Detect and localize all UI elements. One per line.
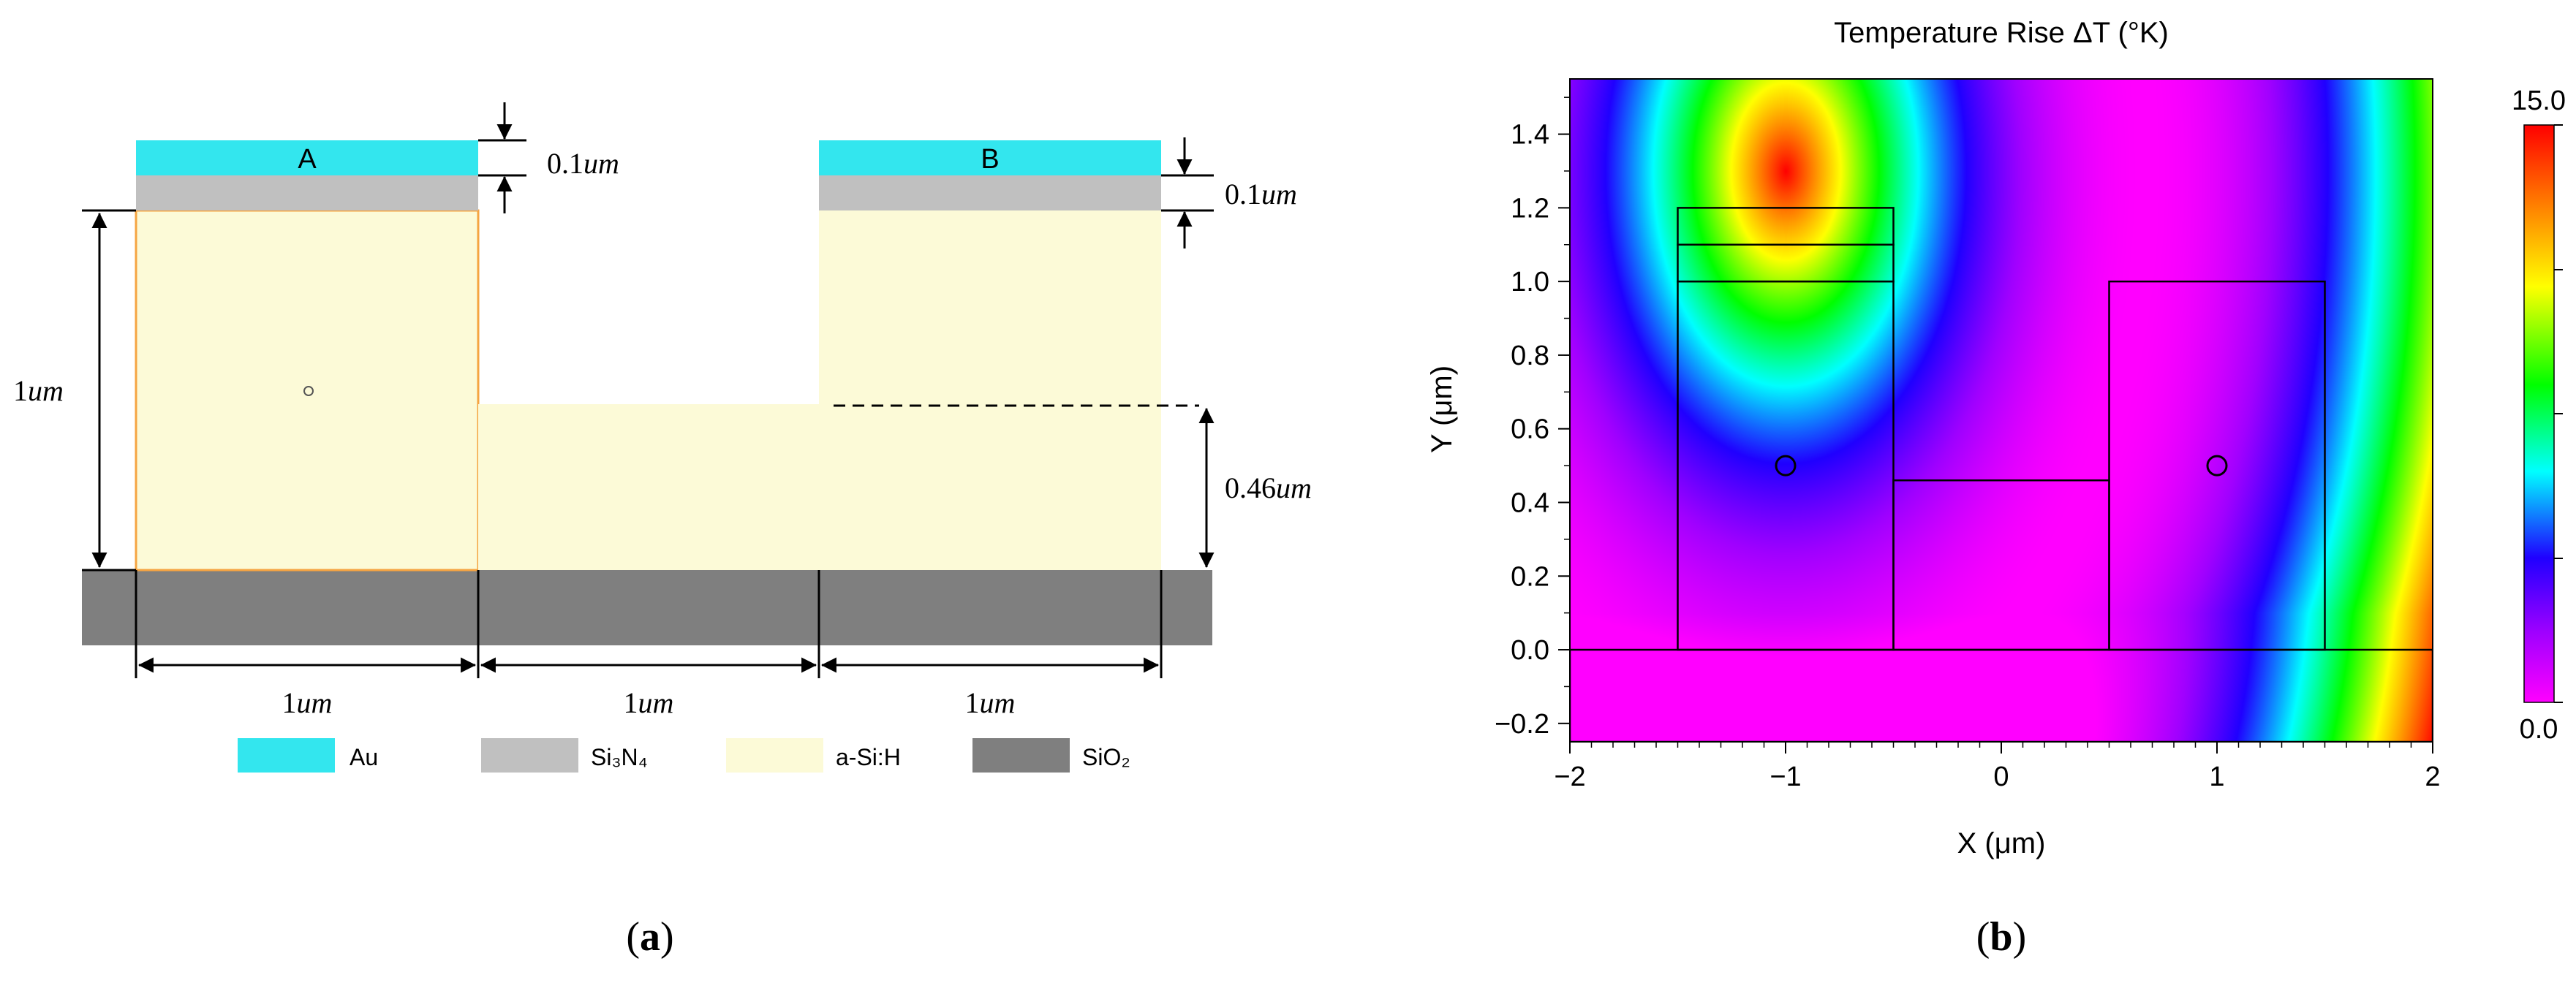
- height-indicator-left: [82, 209, 136, 572]
- x-tick-label: −1: [1769, 762, 1801, 792]
- recess-right-label: 0.46um: [1225, 471, 1312, 504]
- asih-pillar-a: [135, 209, 480, 572]
- panel-b-caption: (b): [1976, 914, 2026, 960]
- thickness-indicator-left: [478, 102, 526, 213]
- width-3-label: 1um: [965, 686, 1016, 719]
- panel-a-caption: (a): [626, 914, 673, 960]
- colorbar-max-label: 15.0: [2512, 86, 2566, 116]
- legend-swatch-sio2: [972, 738, 1070, 773]
- si3n4-layer-b: [819, 175, 1161, 210]
- width-1-label: 1um: [282, 686, 333, 719]
- centre-markers: [1775, 455, 2228, 477]
- y-tick-label: 1.0: [1511, 267, 1549, 297]
- centre-marker: [2206, 455, 2228, 477]
- width-indicators: [135, 570, 1163, 678]
- width-2-label: 1um: [624, 686, 674, 719]
- legend-swatch-asih: [726, 738, 823, 773]
- asih-pillar-b: [819, 210, 1161, 570]
- colorbar-ticks: [2554, 124, 2563, 703]
- centre-marker: [1775, 455, 1797, 477]
- asih-recess-region: [478, 404, 819, 570]
- y-axis-ticks: −0.2 0.0 0.2 0.4 0.6 0.8 1.0 1.2 1.4: [1495, 96, 1570, 740]
- electrode-b-label: B: [981, 144, 999, 175]
- x-tick-label: −2: [1554, 762, 1585, 792]
- legend-label-si3n4: Si₃N₄: [591, 744, 648, 770]
- au-electrode-b: [819, 140, 1161, 175]
- panel-b-heatmap-chart: Temperature Rise ΔT (°K) −2 −1 0 1 2 −0.2 0.0…: [1426, 17, 2566, 960]
- electrode-a-label: A: [298, 144, 317, 175]
- legend-label-au: Au: [350, 744, 378, 770]
- y-axis-label: Y (μm): [1426, 365, 1458, 453]
- x-axis-label: X (μm): [1957, 827, 2046, 859]
- x-tick-label: 2: [2425, 762, 2440, 792]
- heatmap-field: [1570, 79, 2433, 742]
- legend-swatch-si3n4: [481, 738, 578, 773]
- y-tick-label: −0.2: [1495, 709, 1549, 740]
- colorbar-min-label: 0.0: [2520, 714, 2558, 745]
- thickness-right-label: 0.1um: [1225, 178, 1297, 210]
- si3n4-layer-a: [136, 175, 478, 210]
- y-tick-label: 0.0: [1511, 635, 1549, 666]
- thickness-left-label: 0.1um: [547, 147, 619, 180]
- colorbar: [2523, 124, 2555, 703]
- chart-title: Temperature Rise ΔT (°K): [1834, 17, 2169, 49]
- thickness-indicator-right: [1161, 137, 1214, 248]
- x-axis-ticks: −2 −1 0 1 2: [1554, 742, 2441, 792]
- height-left-label: 1um: [13, 374, 64, 407]
- au-electrode-a: [136, 140, 478, 175]
- legend-label-asih: a-Si:H: [836, 744, 901, 770]
- panel-a-diagram: A B 0.1um 0.1um 1um: [13, 102, 1312, 960]
- x-tick-label: 1: [2209, 762, 2224, 792]
- pillar-a-marker: [303, 386, 314, 396]
- region-outline: [1677, 207, 1895, 246]
- y-tick-label: 0.8: [1511, 341, 1549, 371]
- material-legend: Au Si₃N₄ a-Si:H SiO₂: [238, 738, 1130, 773]
- y-tick-label: 1.2: [1511, 193, 1549, 224]
- y-tick-label: 0.4: [1511, 487, 1549, 518]
- legend-swatch-au: [238, 738, 335, 773]
- y-tick-label: 0.6: [1511, 414, 1549, 445]
- y-tick-label: 0.2: [1511, 561, 1549, 592]
- x-tick-label: 0: [1993, 762, 2009, 792]
- sio2-substrate: [82, 570, 1212, 645]
- y-tick-label: 1.4: [1511, 120, 1549, 151]
- legend-label-sio2: SiO₂: [1082, 744, 1130, 770]
